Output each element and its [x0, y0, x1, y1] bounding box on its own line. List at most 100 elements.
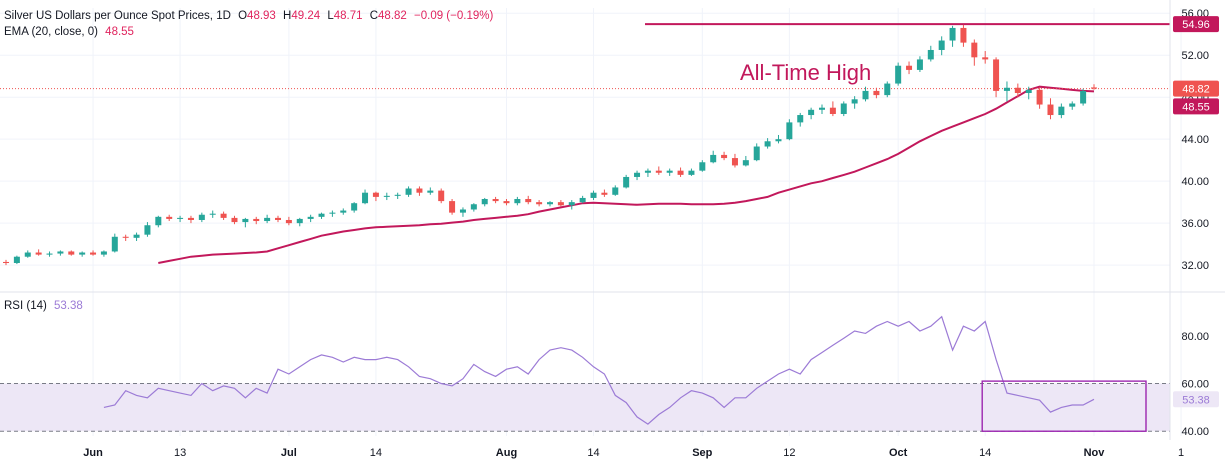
candle-body [209, 213, 216, 215]
time-tick-label: 14 [979, 447, 991, 459]
grid-lines [0, 8, 1182, 436]
time-tick-label: Jun [83, 447, 103, 459]
candle [46, 251, 53, 257]
candle-body [68, 251, 75, 255]
candle [144, 222, 151, 237]
candle [383, 192, 390, 201]
candle-body [884, 83, 891, 96]
candle-body [568, 202, 575, 206]
rsi-price-label: 53.38 [1182, 394, 1210, 406]
candle-body [786, 122, 793, 140]
candle-body [525, 198, 532, 203]
candle-body [231, 217, 238, 223]
rsi-layer [103, 315, 1147, 432]
price-legend: Silver US Dollars per Ounce Spot Prices,… [4, 10, 497, 22]
candle [264, 214, 271, 224]
candle-body [46, 253, 53, 255]
symbol-title: Silver US Dollars per Ounce Spot Prices,… [4, 10, 231, 22]
close-label: C [369, 10, 379, 22]
candle-body [579, 197, 586, 203]
candle-body [840, 103, 847, 114]
candle-body [416, 188, 423, 193]
candle-body [372, 192, 379, 197]
candle [644, 168, 651, 177]
candle-body [144, 225, 151, 235]
candle-body [307, 216, 314, 219]
candle [873, 87, 880, 99]
ema-line [158, 85, 1095, 264]
candle-body [122, 236, 129, 238]
candle-body [1047, 104, 1054, 116]
rsi-line [103, 315, 1095, 425]
candle [993, 57, 1000, 98]
candle-body [993, 59, 1000, 91]
candle-body [503, 201, 510, 204]
candle-body [927, 49, 934, 60]
candle [655, 166, 662, 175]
rsi-tick-label: 80.00 [1181, 331, 1209, 343]
candle [405, 186, 412, 197]
candle-body [481, 198, 488, 205]
open-label: O [238, 10, 248, 22]
rsi-label: RSI (14) [4, 300, 47, 312]
candle [742, 155, 749, 167]
candle [949, 25, 956, 47]
candle [296, 217, 303, 227]
candle-body [111, 236, 118, 252]
candle [731, 153, 738, 168]
candle-body [133, 234, 140, 238]
candle [79, 251, 86, 257]
candle [906, 61, 913, 75]
candle [1069, 101, 1076, 110]
ema-value: 48.55 [105, 26, 134, 38]
candle [623, 174, 630, 189]
candle [699, 160, 706, 172]
candle-body [1036, 89, 1043, 105]
rsi-value: 53.38 [54, 300, 83, 312]
candle [372, 191, 379, 202]
candle [808, 107, 815, 120]
candle [481, 197, 488, 207]
candle-body [275, 217, 281, 220]
candle [416, 186, 423, 196]
candle [231, 215, 238, 225]
open-value: 48.93 [247, 10, 276, 22]
candle-body [797, 115, 804, 123]
candle-body [742, 160, 749, 166]
candle-body [3, 261, 9, 264]
candle-body [187, 217, 194, 220]
candle-body [24, 252, 31, 257]
rsi-tick-label: 40.00 [1181, 426, 1209, 438]
candle-body [296, 218, 303, 224]
change-value: −0.09 (−0.19%) [414, 10, 494, 22]
candle-body [1080, 90, 1087, 104]
candle [209, 210, 216, 218]
price-tick-label: 40.00 [1181, 176, 1209, 188]
candle-body [721, 154, 728, 159]
candle [177, 215, 184, 223]
candle-body [13, 256, 20, 264]
candle-body [1025, 89, 1032, 94]
candle [884, 81, 891, 98]
candle [960, 24, 967, 47]
candle [90, 250, 97, 256]
candle [590, 190, 597, 201]
candle-body [318, 213, 325, 217]
time-tick-label: 14 [587, 447, 599, 459]
candle-body [394, 194, 401, 196]
candle-body [166, 216, 173, 219]
candle [362, 189, 369, 205]
candle [68, 250, 75, 256]
candle-body [590, 192, 597, 198]
candle-body [644, 170, 651, 173]
candle [351, 202, 358, 213]
candle-body [57, 251, 64, 254]
candle-body [960, 27, 967, 43]
candle [340, 208, 347, 215]
ema-label: EMA (20, close, 0) [4, 26, 98, 38]
candle [829, 101, 836, 117]
candle-body [808, 109, 815, 116]
candle [557, 200, 564, 207]
candle-body [612, 187, 619, 195]
candle [166, 214, 173, 222]
